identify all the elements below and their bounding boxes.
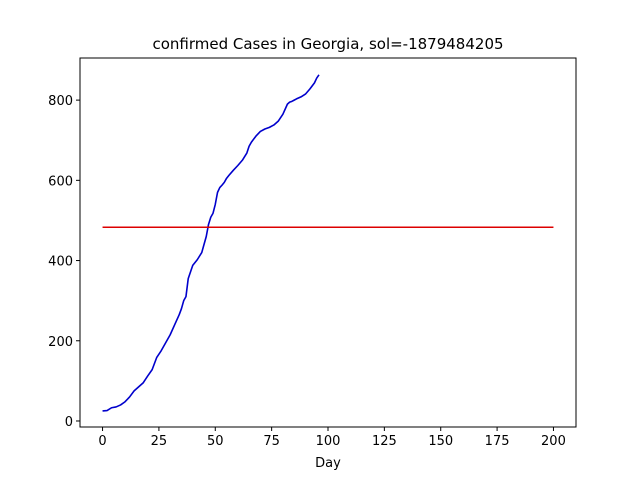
x-axis-ticks: 0 25 50 75 100 125 150 175 200 — [98, 427, 566, 449]
x-tick-label: 75 — [263, 434, 280, 449]
axes-frame — [79, 57, 577, 428]
x-tick-label: 0 — [98, 434, 106, 449]
y-axis-ticks: 0 200 400 600 800 — [48, 94, 80, 430]
x-tick-label: 100 — [316, 434, 341, 449]
chart-title: confirmed Cases in Georgia, sol=-1879484… — [152, 35, 503, 53]
plot-area: 0 25 50 75 100 125 150 175 200 0 200 400 600 800 — [48, 57, 577, 449]
y-tick-label: 400 — [48, 255, 73, 270]
x-tick-label: 25 — [151, 434, 168, 449]
x-tick-label: 125 — [372, 434, 397, 449]
x-axis-label: Day — [315, 456, 341, 471]
y-tick-label: 0 — [65, 415, 73, 430]
x-tick-label: 175 — [485, 434, 510, 449]
y-tick-label: 600 — [48, 174, 73, 189]
x-tick-label: 200 — [541, 434, 566, 449]
series-line-0 — [102, 74, 320, 412]
y-tick-label: 200 — [48, 335, 73, 350]
series-layer — [102, 74, 554, 412]
y-tick-label: 800 — [48, 94, 73, 109]
x-tick-label: 50 — [207, 434, 224, 449]
x-tick-label: 150 — [428, 434, 453, 449]
